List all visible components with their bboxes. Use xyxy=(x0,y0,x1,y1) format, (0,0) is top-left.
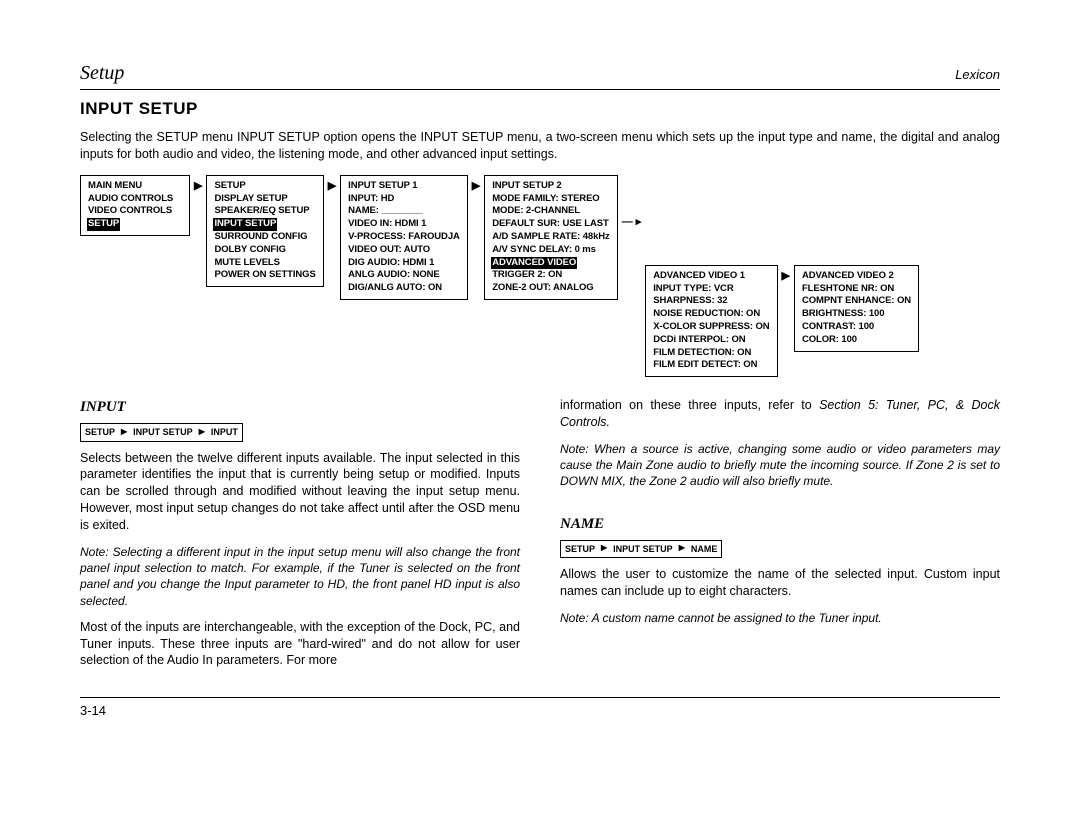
right-column: information on these three inputs, refer… xyxy=(560,397,1000,677)
arrow-icon: ▶ xyxy=(199,427,205,438)
input-heading: INPUT xyxy=(80,397,520,417)
menu-item: X-COLOR SUPPRESS: ON xyxy=(652,321,770,334)
input-para-1: Selects between the twelve different inp… xyxy=(80,450,520,534)
menu-advanced-video-1: ADVANCED VIDEO 1INPUT TYPE: VCRSHARPNESS… xyxy=(645,265,777,378)
menu-item: NAME: ________ xyxy=(347,205,461,218)
menu-item: ANLG AUDIO: NONE xyxy=(347,269,461,282)
arrow-icon: ▶ xyxy=(328,179,336,194)
menu-title: INPUT SETUP 2 xyxy=(491,180,610,193)
menu-item: VIDEO OUT: AUTO xyxy=(347,244,461,257)
chapter-title: Setup xyxy=(80,60,124,87)
arrow-icon: ▶ xyxy=(601,543,607,554)
menu-item: V-PROCESS: FAROUDJA xyxy=(347,231,461,244)
name-heading: NAME xyxy=(560,514,1000,534)
right-note-2: Note: A custom name cannot be assigned t… xyxy=(560,610,1000,626)
section-title: INPUT SETUP xyxy=(80,98,1000,121)
arrow-icon: ▶ xyxy=(121,427,127,438)
crumb-segment: INPUT SETUP xyxy=(613,543,673,555)
menu-item: NOISE REDUCTION: ON xyxy=(652,308,770,321)
intro-paragraph: Selecting the SETUP menu INPUT SETUP opt… xyxy=(80,129,1000,163)
menu-input-setup-2: INPUT SETUP 2MODE FAMILY: STEREOMODE: 2-… xyxy=(484,175,617,300)
arrow-icon: ▶ xyxy=(782,269,790,284)
menu-input-setup-1: INPUT SETUP 1INPUT: HDNAME: ________VIDE… xyxy=(340,175,468,300)
arrow-icon: ▶ xyxy=(194,179,202,194)
menu-item: MODE: 2-CHANNEL xyxy=(491,205,610,218)
menu-item: SURROUND CONFIG xyxy=(213,231,316,244)
cont-text: information on these three inputs, refer… xyxy=(560,398,819,412)
menu-item: COLOR: 100 xyxy=(801,334,912,347)
menu-item: DOLBY CONFIG xyxy=(213,244,316,257)
crumb-segment: INPUT xyxy=(211,426,238,438)
menu-item: DIG AUDIO: HDMI 1 xyxy=(347,257,461,270)
arrow-icon: ▶ xyxy=(472,179,480,194)
brand-label: Lexicon xyxy=(955,66,1000,84)
menu-item: SHARPNESS: 32 xyxy=(652,295,770,308)
menu-item: DCDi INTERPOL: ON xyxy=(652,334,770,347)
crumb-segment: SETUP xyxy=(85,426,115,438)
crumb-segment: NAME xyxy=(691,543,718,555)
breadcrumb-name: SETUP ▶ INPUT SETUP ▶ NAME xyxy=(560,540,722,558)
input-note-1: Note: Selecting a different input in the… xyxy=(80,544,520,609)
menu-item: AUDIO CONTROLS xyxy=(87,193,183,206)
crumb-segment: SETUP xyxy=(565,543,595,555)
arrow-icon: — ▸ xyxy=(622,215,642,230)
menu-title: ADVANCED VIDEO 1 xyxy=(652,270,770,283)
menu-item: A/V SYNC DELAY: 0 ms xyxy=(491,244,610,257)
menu-title: INPUT SETUP 1 xyxy=(347,180,461,193)
menu-item: VIDEO IN: HDMI 1 xyxy=(347,218,461,231)
menu-item: VIDEO CONTROLS xyxy=(87,205,183,218)
menu-setup: SETUPDISPLAY SETUPSPEAKER/EQ SETUPINPUT … xyxy=(206,175,323,288)
menu-item: SETUP xyxy=(87,218,120,231)
page-number: 3-14 xyxy=(80,703,106,718)
left-column: INPUT SETUP ▶ INPUT SETUP ▶ INPUT Selects be… xyxy=(80,397,520,677)
menu-item: ZONE-2 OUT: ANALOG xyxy=(491,282,610,295)
menu-item: ADVANCED VIDEO xyxy=(491,257,577,270)
menu-item: SPEAKER/EQ SETUP xyxy=(213,205,316,218)
menu-item: INPUT: HD xyxy=(347,193,461,206)
menu-advanced-video-2: ADVANCED VIDEO 2FLESHTONE NR: ONCOMPNT E… xyxy=(794,265,919,352)
menu-item: DEFAULT SUR: USE LAST xyxy=(491,218,610,231)
menu-flow: MAIN MENUAUDIO CONTROLSVIDEO CONTROLSSET… xyxy=(80,175,1000,378)
menu-item: DISPLAY SETUP xyxy=(213,193,316,206)
arrow-icon: ▶ xyxy=(679,543,685,554)
name-para-1: Allows the user to customize the name of… xyxy=(560,566,1000,600)
menu-item: FLESHTONE NR: ON xyxy=(801,283,912,296)
menu-item: MODE FAMILY: STEREO xyxy=(491,193,610,206)
right-note-1: Note: When a source is active, changing … xyxy=(560,441,1000,490)
menu-item: DIG/ANLG AUTO: ON xyxy=(347,282,461,295)
menu-item: MUTE LEVELS xyxy=(213,257,316,270)
menu-item: FILM EDIT DETECT: ON xyxy=(652,359,770,372)
crumb-segment: INPUT SETUP xyxy=(133,426,193,438)
menu-title: MAIN MENU xyxy=(87,180,183,193)
menu-main: MAIN MENUAUDIO CONTROLSVIDEO CONTROLSSET… xyxy=(80,175,190,236)
menu-item: POWER ON SETTINGS xyxy=(213,269,316,282)
menu-item: INPUT SETUP xyxy=(213,218,277,231)
breadcrumb-input: SETUP ▶ INPUT SETUP ▶ INPUT xyxy=(80,423,243,441)
menu-item: COMPNT ENHANCE: ON xyxy=(801,295,912,308)
footer: 3-14 xyxy=(80,697,1000,720)
menu-item: CONTRAST: 100 xyxy=(801,321,912,334)
menu-item: INPUT TYPE: VCR xyxy=(652,283,770,296)
menu-item: A/D SAMPLE RATE: 48kHz xyxy=(491,231,610,244)
continuation: information on these three inputs, refer… xyxy=(560,397,1000,431)
menu-item: BRIGHTNESS: 100 xyxy=(801,308,912,321)
menu-title: ADVANCED VIDEO 2 xyxy=(801,270,912,283)
menu-item: FILM DETECTION: ON xyxy=(652,347,770,360)
page-header: Setup Lexicon xyxy=(80,60,1000,90)
body-columns: INPUT SETUP ▶ INPUT SETUP ▶ INPUT Selects be… xyxy=(80,397,1000,677)
input-para-2: Most of the inputs are interchangeable, … xyxy=(80,619,520,670)
menu-title: SETUP xyxy=(213,180,316,193)
menu-item: TRIGGER 2: ON xyxy=(491,269,610,282)
